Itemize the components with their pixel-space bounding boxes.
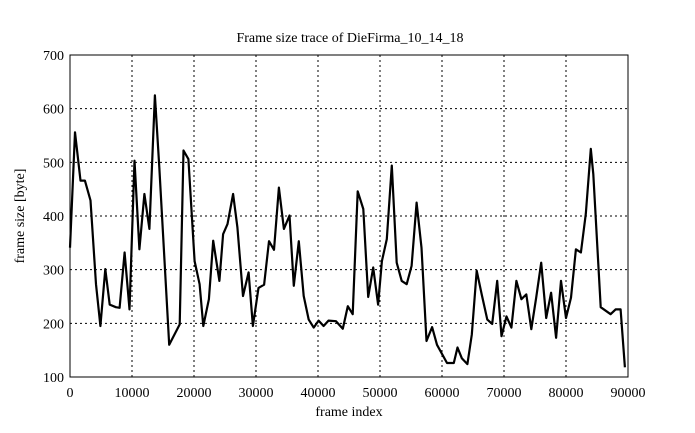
y-tick-label: 700 <box>43 49 64 64</box>
series-line <box>70 95 625 367</box>
x-tick-label: 50000 <box>363 386 398 401</box>
x-tick-label: 60000 <box>425 386 460 401</box>
y-tick-label: 500 <box>43 156 64 171</box>
y-tick-label: 100 <box>43 371 64 386</box>
x-tick-label: 0 <box>67 386 74 401</box>
y-tick-label: 300 <box>43 264 64 279</box>
x-tick-label: 10000 <box>115 386 150 401</box>
y-axis-label: frame size [byte] <box>13 169 28 264</box>
y-tick-label: 600 <box>43 103 64 118</box>
x-tick-label: 90000 <box>611 386 646 401</box>
x-tick-label: 80000 <box>549 386 584 401</box>
x-axis-label: frame index <box>315 405 382 420</box>
y-tick-label: 200 <box>43 317 64 332</box>
y-tick-label: 400 <box>43 210 64 225</box>
chart-title: Frame size trace of DieFirma_10_14_18 <box>236 31 463 46</box>
x-tick-label: 40000 <box>301 386 336 401</box>
x-tick-label: 30000 <box>239 386 274 401</box>
x-tick-label: 70000 <box>487 386 522 401</box>
x-tick-label: 20000 <box>177 386 212 401</box>
